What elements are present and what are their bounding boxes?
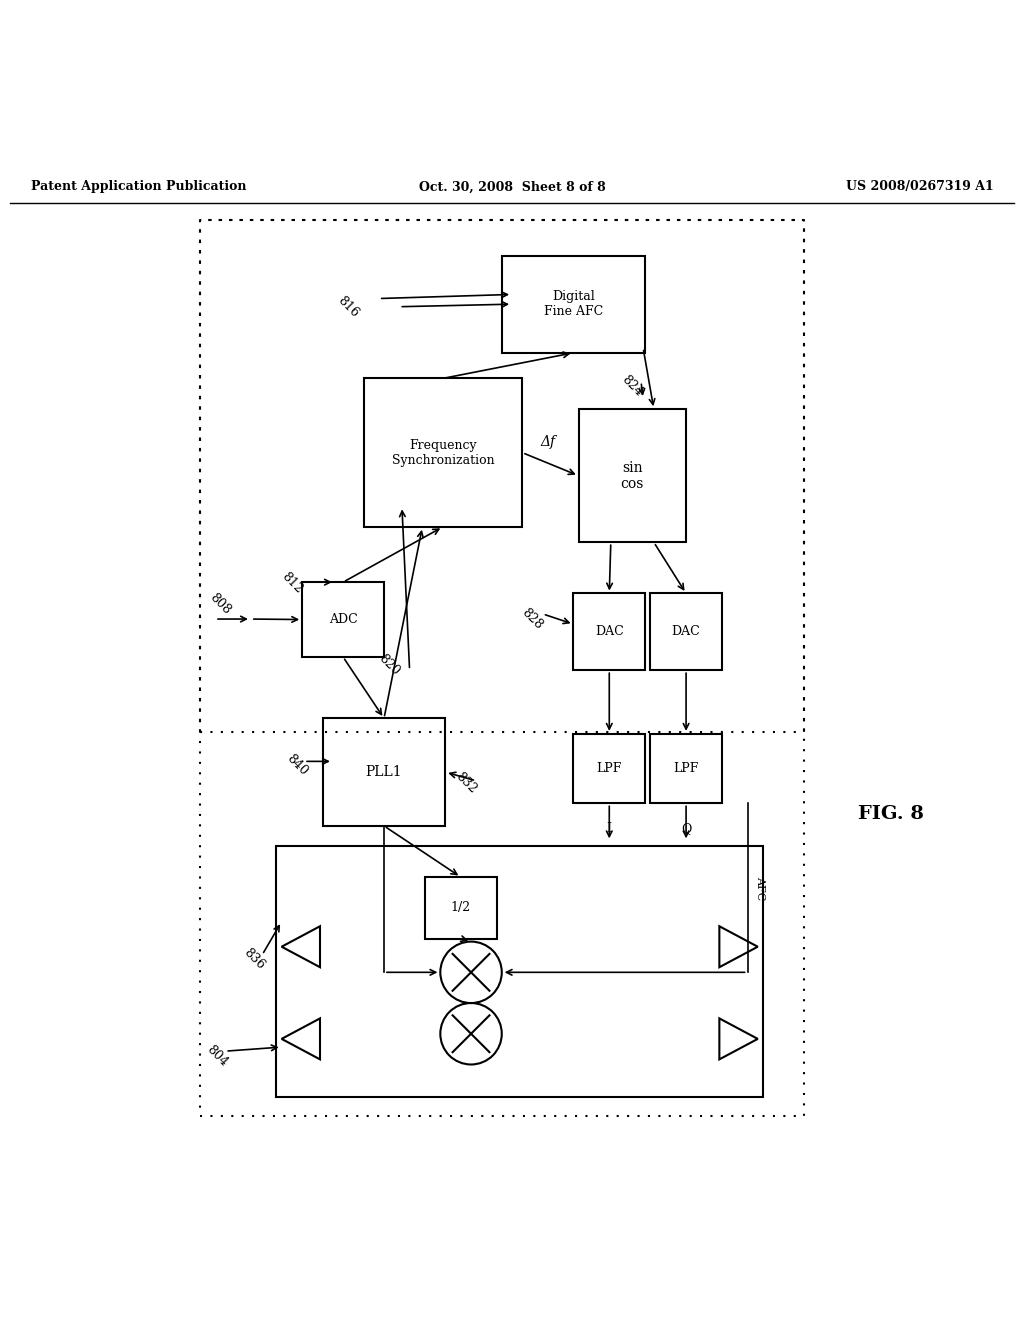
Text: AFC: AFC — [755, 875, 765, 900]
Text: LPF: LPF — [674, 762, 698, 775]
Text: 820: 820 — [376, 652, 402, 678]
Text: 832: 832 — [453, 770, 479, 796]
Text: sin
cos: sin cos — [621, 461, 644, 491]
Bar — [579, 409, 686, 543]
Text: Digital
Fine AFC: Digital Fine AFC — [544, 290, 603, 318]
Text: ADC: ADC — [329, 612, 357, 626]
Text: 824: 824 — [618, 372, 645, 399]
Text: US 2008/0267319 A1: US 2008/0267319 A1 — [846, 181, 993, 194]
Bar — [425, 876, 497, 939]
Bar — [650, 594, 722, 671]
Text: 808: 808 — [207, 590, 233, 616]
Text: PLL1: PLL1 — [366, 766, 402, 779]
Text: Patent Application Publication: Patent Application Publication — [31, 181, 246, 194]
Bar — [276, 846, 763, 1097]
Bar — [573, 734, 645, 804]
Bar — [302, 582, 384, 657]
Text: 812: 812 — [279, 570, 305, 597]
Text: Oct. 30, 2008  Sheet 8 of 8: Oct. 30, 2008 Sheet 8 of 8 — [419, 181, 605, 194]
Text: DAC: DAC — [595, 626, 624, 639]
Text: 836: 836 — [241, 946, 267, 972]
Bar — [323, 718, 445, 826]
Bar — [573, 594, 645, 671]
Bar — [650, 734, 722, 804]
Text: LPF: LPF — [597, 762, 622, 775]
Text: I: I — [607, 822, 611, 836]
Text: 816: 816 — [335, 293, 361, 319]
Text: Frequency
Synchronization: Frequency Synchronization — [391, 438, 495, 467]
Text: 804: 804 — [204, 1043, 230, 1069]
Text: 1/2: 1/2 — [451, 902, 471, 915]
Text: FIG. 8: FIG. 8 — [858, 805, 924, 822]
Bar — [502, 256, 645, 352]
Bar — [364, 379, 522, 527]
Text: 828: 828 — [519, 606, 546, 632]
Text: DAC: DAC — [672, 626, 700, 639]
Text: 840: 840 — [284, 752, 310, 779]
Text: Q: Q — [681, 822, 691, 836]
Text: Δf: Δf — [541, 436, 556, 449]
